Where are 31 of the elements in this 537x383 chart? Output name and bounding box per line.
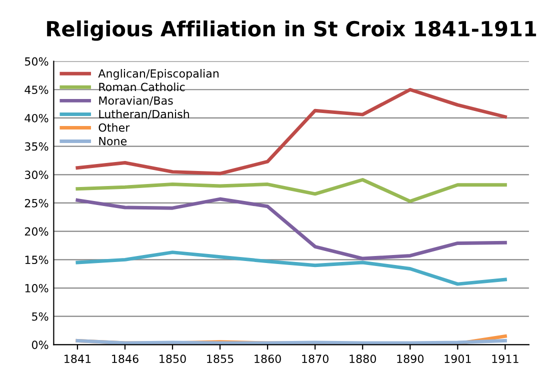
x-tick-label: 1855 (207, 354, 234, 364)
legend-label: Anglican/Episcopalian (98, 69, 219, 80)
y-tick-label: 5% (32, 312, 48, 321)
legend-label: Lutheran/Danish (99, 110, 189, 120)
line-series (76, 197, 507, 260)
y-tick-label: 10% (25, 284, 48, 292)
x-tick-label: 1860 (254, 354, 281, 364)
y-tick-label: 30% (24, 170, 48, 180)
x-tick-label: 1841 (64, 354, 91, 364)
x-tick-label: 1870 (302, 354, 328, 364)
legend-label: Moravian/Bas (99, 96, 173, 106)
x-tick-label: 1890 (397, 354, 424, 364)
y-tick-label: 0% (32, 340, 48, 350)
line-series (76, 250, 507, 286)
y-tick-label: 50% (25, 57, 48, 66)
chart-title: Religious Affiliation in St Croix 1841-1911 (47, 20, 536, 41)
y-tick-label: 25% (24, 198, 48, 208)
legend-label: Other (98, 123, 130, 132)
y-tick-label: 20% (24, 227, 48, 236)
legend-label: Roman Catholic (99, 82, 185, 92)
x-tick-label: 1911 (492, 354, 518, 364)
y-tick-label: 40% (24, 114, 48, 122)
y-tick-label: 35% (24, 142, 48, 151)
y-tick-label: 45% (24, 86, 48, 94)
x-tick-label: 1850 (160, 354, 186, 364)
x-tick-label: 1880 (350, 354, 376, 364)
y-tick-label: 15% (25, 256, 48, 264)
x-tick-label: 1846 (112, 354, 138, 364)
line-series (76, 178, 507, 204)
x-tick-label: 1901 (444, 354, 471, 364)
legend-label: None (99, 137, 127, 146)
